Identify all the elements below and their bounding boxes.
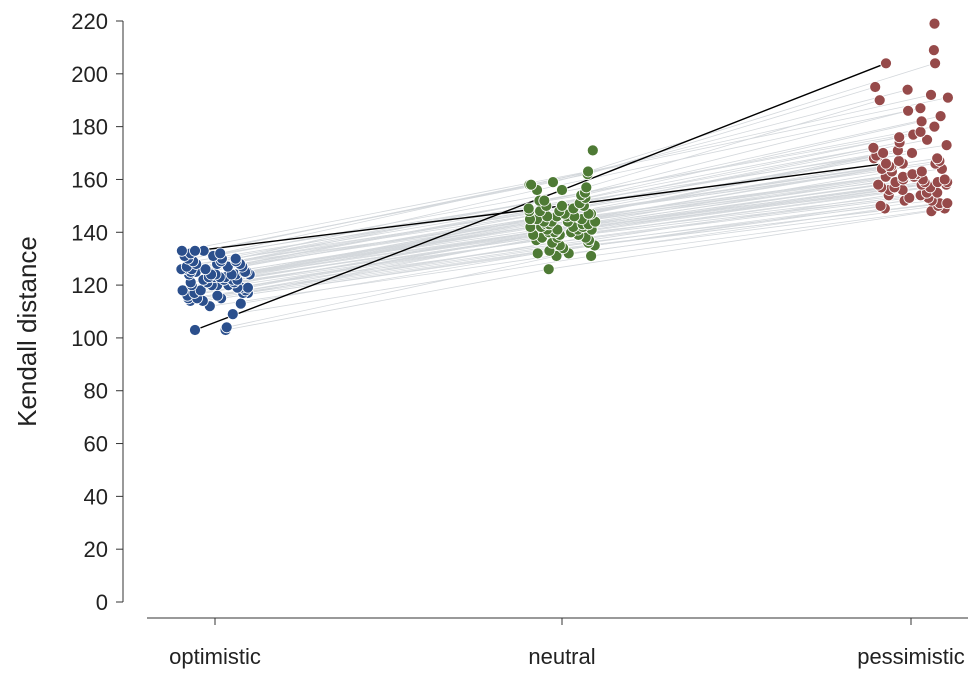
data-point-optimistic — [214, 247, 227, 260]
y-axis-title: Kendall distance — [12, 236, 42, 427]
data-point-pessimistic — [874, 199, 887, 212]
y-tick-label: 0 — [96, 590, 108, 615]
data-point-pessimistic — [914, 125, 927, 138]
x-tick-label: pessimistic — [857, 644, 965, 669]
data-point-optimistic — [226, 308, 239, 321]
data-point-neutral — [542, 263, 555, 276]
y-tick-label: 160 — [71, 167, 108, 192]
y-tick-label: 140 — [71, 220, 108, 245]
data-point-pessimistic — [906, 147, 918, 159]
data-point-optimistic — [220, 321, 233, 334]
x-tick-label: neutral — [528, 644, 595, 669]
data-point-optimistic — [229, 252, 242, 265]
data-point-pessimistic — [915, 115, 928, 128]
data-point-pessimistic — [941, 197, 954, 210]
pair-lines — [181, 62, 948, 331]
data-point-pessimistic — [873, 94, 886, 107]
y-tick-label: 20 — [84, 537, 108, 562]
y-tick-label: 40 — [84, 484, 108, 509]
data-point-pessimistic — [901, 83, 914, 96]
data-point-pessimistic — [934, 110, 947, 122]
data-point-pessimistic — [928, 120, 941, 133]
y-tick-label: 100 — [71, 326, 108, 351]
data-point-pessimistic — [869, 81, 882, 93]
data-point-pessimistic — [872, 178, 885, 191]
data-point-pessimistic — [931, 152, 944, 165]
data-point-pessimistic — [921, 133, 933, 146]
data-point-pessimistic — [929, 57, 941, 70]
highlight-point — [189, 324, 201, 336]
x-ticks: optimistic neutral pessimistic — [169, 618, 965, 669]
data-point-neutral — [582, 165, 594, 178]
data-point-neutral — [551, 223, 564, 236]
data-point-pessimistic — [914, 102, 927, 115]
y-ticks: 0 20 40 60 80 100 120 140 160 180 200 220 — [71, 9, 123, 615]
data-point-pessimistic — [867, 141, 880, 154]
data-point-optimistic — [176, 284, 189, 297]
data-point-pessimistic — [915, 165, 928, 178]
data-point-optimistic — [241, 281, 254, 294]
highlight-point — [880, 57, 892, 70]
data-point-pessimistic — [940, 139, 953, 152]
data-point-optimistic — [199, 263, 212, 276]
axes — [122, 21, 968, 619]
data-point-pessimistic — [928, 44, 940, 56]
data-point-neutral — [522, 202, 535, 215]
highlight-point — [189, 244, 201, 257]
data-point-neutral — [531, 247, 544, 260]
data-point-neutral — [585, 250, 597, 262]
data-point-optimistic — [211, 289, 224, 302]
y-tick-label: 200 — [71, 62, 108, 87]
data-point-neutral — [580, 181, 593, 194]
data-point-pessimistic — [893, 131, 906, 144]
y-tick-label: 60 — [84, 432, 108, 457]
x-tick-label: optimistic — [169, 644, 261, 669]
y-tick-label: 120 — [71, 273, 108, 298]
data-point-pessimistic — [893, 155, 905, 167]
highlight-point — [556, 184, 568, 196]
data-point-neutral — [547, 176, 559, 189]
data-point-pessimistic — [925, 89, 937, 101]
data-point-pessimistic — [877, 147, 889, 159]
y-tick-label: 220 — [71, 9, 108, 34]
data-point-neutral — [586, 144, 599, 157]
data-point-neutral — [525, 178, 537, 191]
data-point-pessimistic — [938, 173, 951, 186]
y-tick-label: 80 — [84, 379, 108, 404]
data-point-neutral — [538, 194, 551, 207]
highlight-point — [556, 199, 568, 212]
data-point-pessimistic — [928, 17, 941, 30]
data-point-optimistic — [234, 297, 247, 310]
data-points — [175, 17, 954, 336]
data-point-pessimistic — [903, 191, 916, 204]
data-point-pessimistic — [942, 91, 954, 104]
data-point-optimistic — [175, 244, 188, 257]
data-point-pessimistic — [902, 104, 914, 117]
y-tick-label: 180 — [71, 115, 108, 140]
highlight-point — [880, 157, 892, 170]
